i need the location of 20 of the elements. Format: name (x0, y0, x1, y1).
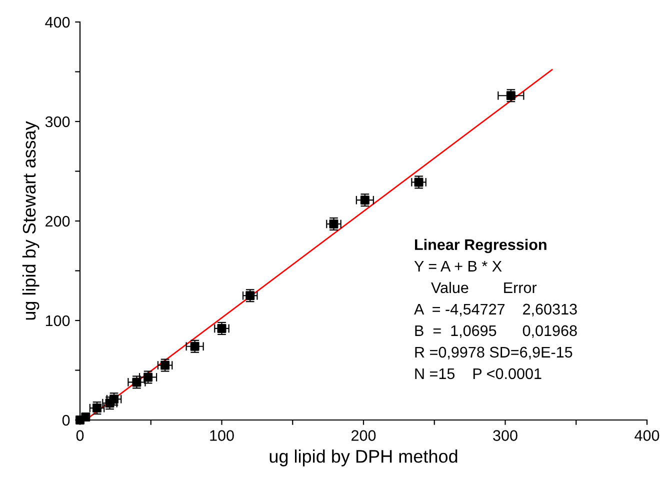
annotation: A = -4,54727 2,60313 (414, 304, 577, 316)
x-axis-title: ug lipid by DPH method (270, 450, 458, 466)
y-tick-label: 100 (46, 315, 70, 326)
annotation: B = 1,0695 0,01968 (415, 325, 577, 338)
y-axis-title: ug lipid by Stewart assay (22, 121, 40, 320)
point (81, 412, 90, 422)
x-tick-label: 200 (352, 430, 376, 441)
x-tick-label: 0 (76, 430, 84, 441)
y-tick-label: 0 (62, 414, 70, 426)
x-tick-label: 400 (634, 430, 660, 441)
y-tick-label: 200 (46, 216, 70, 227)
y-tick-label: 400 (45, 16, 70, 28)
annotation: Linear Regression (415, 238, 546, 254)
x-tick-label: 100 (210, 430, 234, 441)
annotation: N =15 P <0.0001 (415, 368, 542, 380)
y-tick-label: 300 (45, 116, 70, 128)
annotation: R =0,9978 SD=6,9E-15 (415, 346, 572, 360)
x-tick-label: 300 (493, 430, 518, 441)
annotation: Y = A + B * X (414, 260, 502, 272)
annotation: Value Error (431, 282, 537, 294)
